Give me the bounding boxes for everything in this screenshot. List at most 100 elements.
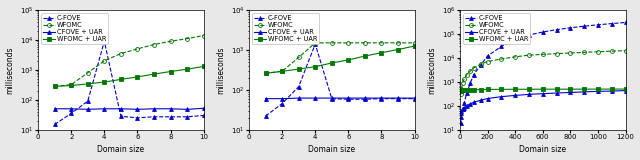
CFOVE + UAR [378,97,385,99]
WFOMC + UAR [463,89,470,91]
WFOMC + UAR [497,88,505,90]
C-FOVE [117,115,125,117]
WFOMC [580,51,588,53]
C-FOVE [608,23,616,24]
CFOVE + UAR [295,97,303,99]
CFOVE + UAR [344,97,352,99]
Line: C-FOVE: C-FOVE [52,39,205,126]
Line: WFOMC: WFOMC [459,49,627,96]
CFOVE + UAR [200,107,207,109]
CFOVE + UAR [117,108,125,110]
WFOMC + UAR [51,85,58,87]
C-FOVE [378,98,385,100]
WFOMC + UAR [262,72,269,74]
WFOMC [361,42,369,44]
C-FOVE [458,116,465,118]
CFOVE + UAR [497,96,505,98]
WFOMC + UAR [580,88,588,90]
CFOVE + UAR [394,97,402,99]
C-FOVE [477,64,484,66]
WFOMC + UAR [84,83,92,85]
WFOMC + UAR [470,89,477,91]
C-FOVE [361,98,369,100]
WFOMC [470,67,477,69]
WFOMC + UAR [594,88,602,90]
CFOVE + UAR [262,98,269,100]
CFOVE + UAR [84,108,92,110]
Line: WFOMC + UAR: WFOMC + UAR [264,44,417,75]
CFOVE + UAR [608,90,616,92]
Line: WFOMC + UAR: WFOMC + UAR [52,64,205,88]
CFOVE + UAR [459,108,467,110]
WFOMC + UAR [394,49,402,51]
WFOMC + UAR [278,70,286,72]
C-FOVE [566,27,574,29]
CFOVE + UAR [539,93,547,95]
C-FOVE [457,122,465,124]
WFOMC + UAR [457,90,465,92]
WFOMC + UAR [166,71,174,72]
WFOMC + UAR [539,88,547,90]
WFOMC + UAR [458,89,465,91]
C-FOVE [411,98,419,100]
CFOVE + UAR [621,90,629,92]
Legend: C-FOVE, WFOMC, CFOVE + UAR, WFOMC + UAR: C-FOVE, WFOMC, CFOVE + UAR, WFOMC + UAR [463,13,530,44]
WFOMC [134,48,141,50]
WFOMC + UAR [361,55,369,57]
WFOMC + UAR [553,88,561,90]
Y-axis label: milliseconds: milliseconds [6,46,15,94]
C-FOVE [134,117,141,119]
C-FOVE [262,115,269,117]
Line: CFOVE + UAR: CFOVE + UAR [459,89,627,115]
C-FOVE [594,24,602,26]
CFOVE + UAR [67,108,75,110]
WFOMC [394,42,402,44]
C-FOVE [67,112,75,114]
WFOMC + UAR [378,52,385,54]
WFOMC [621,50,629,52]
WFOMC + UAR [621,88,629,90]
WFOMC [67,84,75,86]
Line: WFOMC: WFOMC [52,34,205,88]
WFOMC [378,42,385,44]
X-axis label: Domain size: Domain size [519,145,566,154]
WFOMC [459,82,467,84]
WFOMC + UAR [566,88,574,90]
WFOMC + UAR [459,89,467,91]
CFOVE + UAR [312,97,319,99]
Line: C-FOVE: C-FOVE [264,42,417,118]
CFOVE + UAR [580,91,588,93]
CFOVE + UAR [134,108,141,110]
WFOMC [278,70,286,72]
WFOMC [117,53,125,55]
C-FOVE [183,116,191,118]
C-FOVE [328,98,335,100]
WFOMC + UAR [608,88,616,90]
WFOMC [594,51,602,53]
CFOVE + UAR [457,112,465,114]
C-FOVE [344,98,352,100]
WFOMC [183,38,191,40]
WFOMC + UAR [467,89,474,91]
C-FOVE [312,43,319,45]
WFOMC [553,53,561,55]
WFOMC + UAR [411,45,419,47]
C-FOVE [51,124,58,125]
Line: CFOVE + UAR: CFOVE + UAR [52,106,205,111]
CFOVE + UAR [477,99,484,101]
WFOMC + UAR [312,66,319,68]
WFOMC + UAR [100,81,108,83]
C-FOVE [539,31,547,33]
WFOMC [484,61,492,63]
X-axis label: Domain size: Domain size [308,145,355,154]
WFOMC [51,85,58,87]
X-axis label: Domain size: Domain size [97,145,145,154]
C-FOVE [580,25,588,27]
CFOVE + UAR [166,108,174,110]
CFOVE + UAR [361,97,369,99]
WFOMC [344,42,352,44]
Legend: C-FOVE, WFOMC, CFOVE + UAR, WFOMC + UAR: C-FOVE, WFOMC, CFOVE + UAR, WFOMC + UAR [42,13,108,44]
WFOMC [166,40,174,42]
C-FOVE [84,100,92,102]
CFOVE + UAR [458,110,465,112]
